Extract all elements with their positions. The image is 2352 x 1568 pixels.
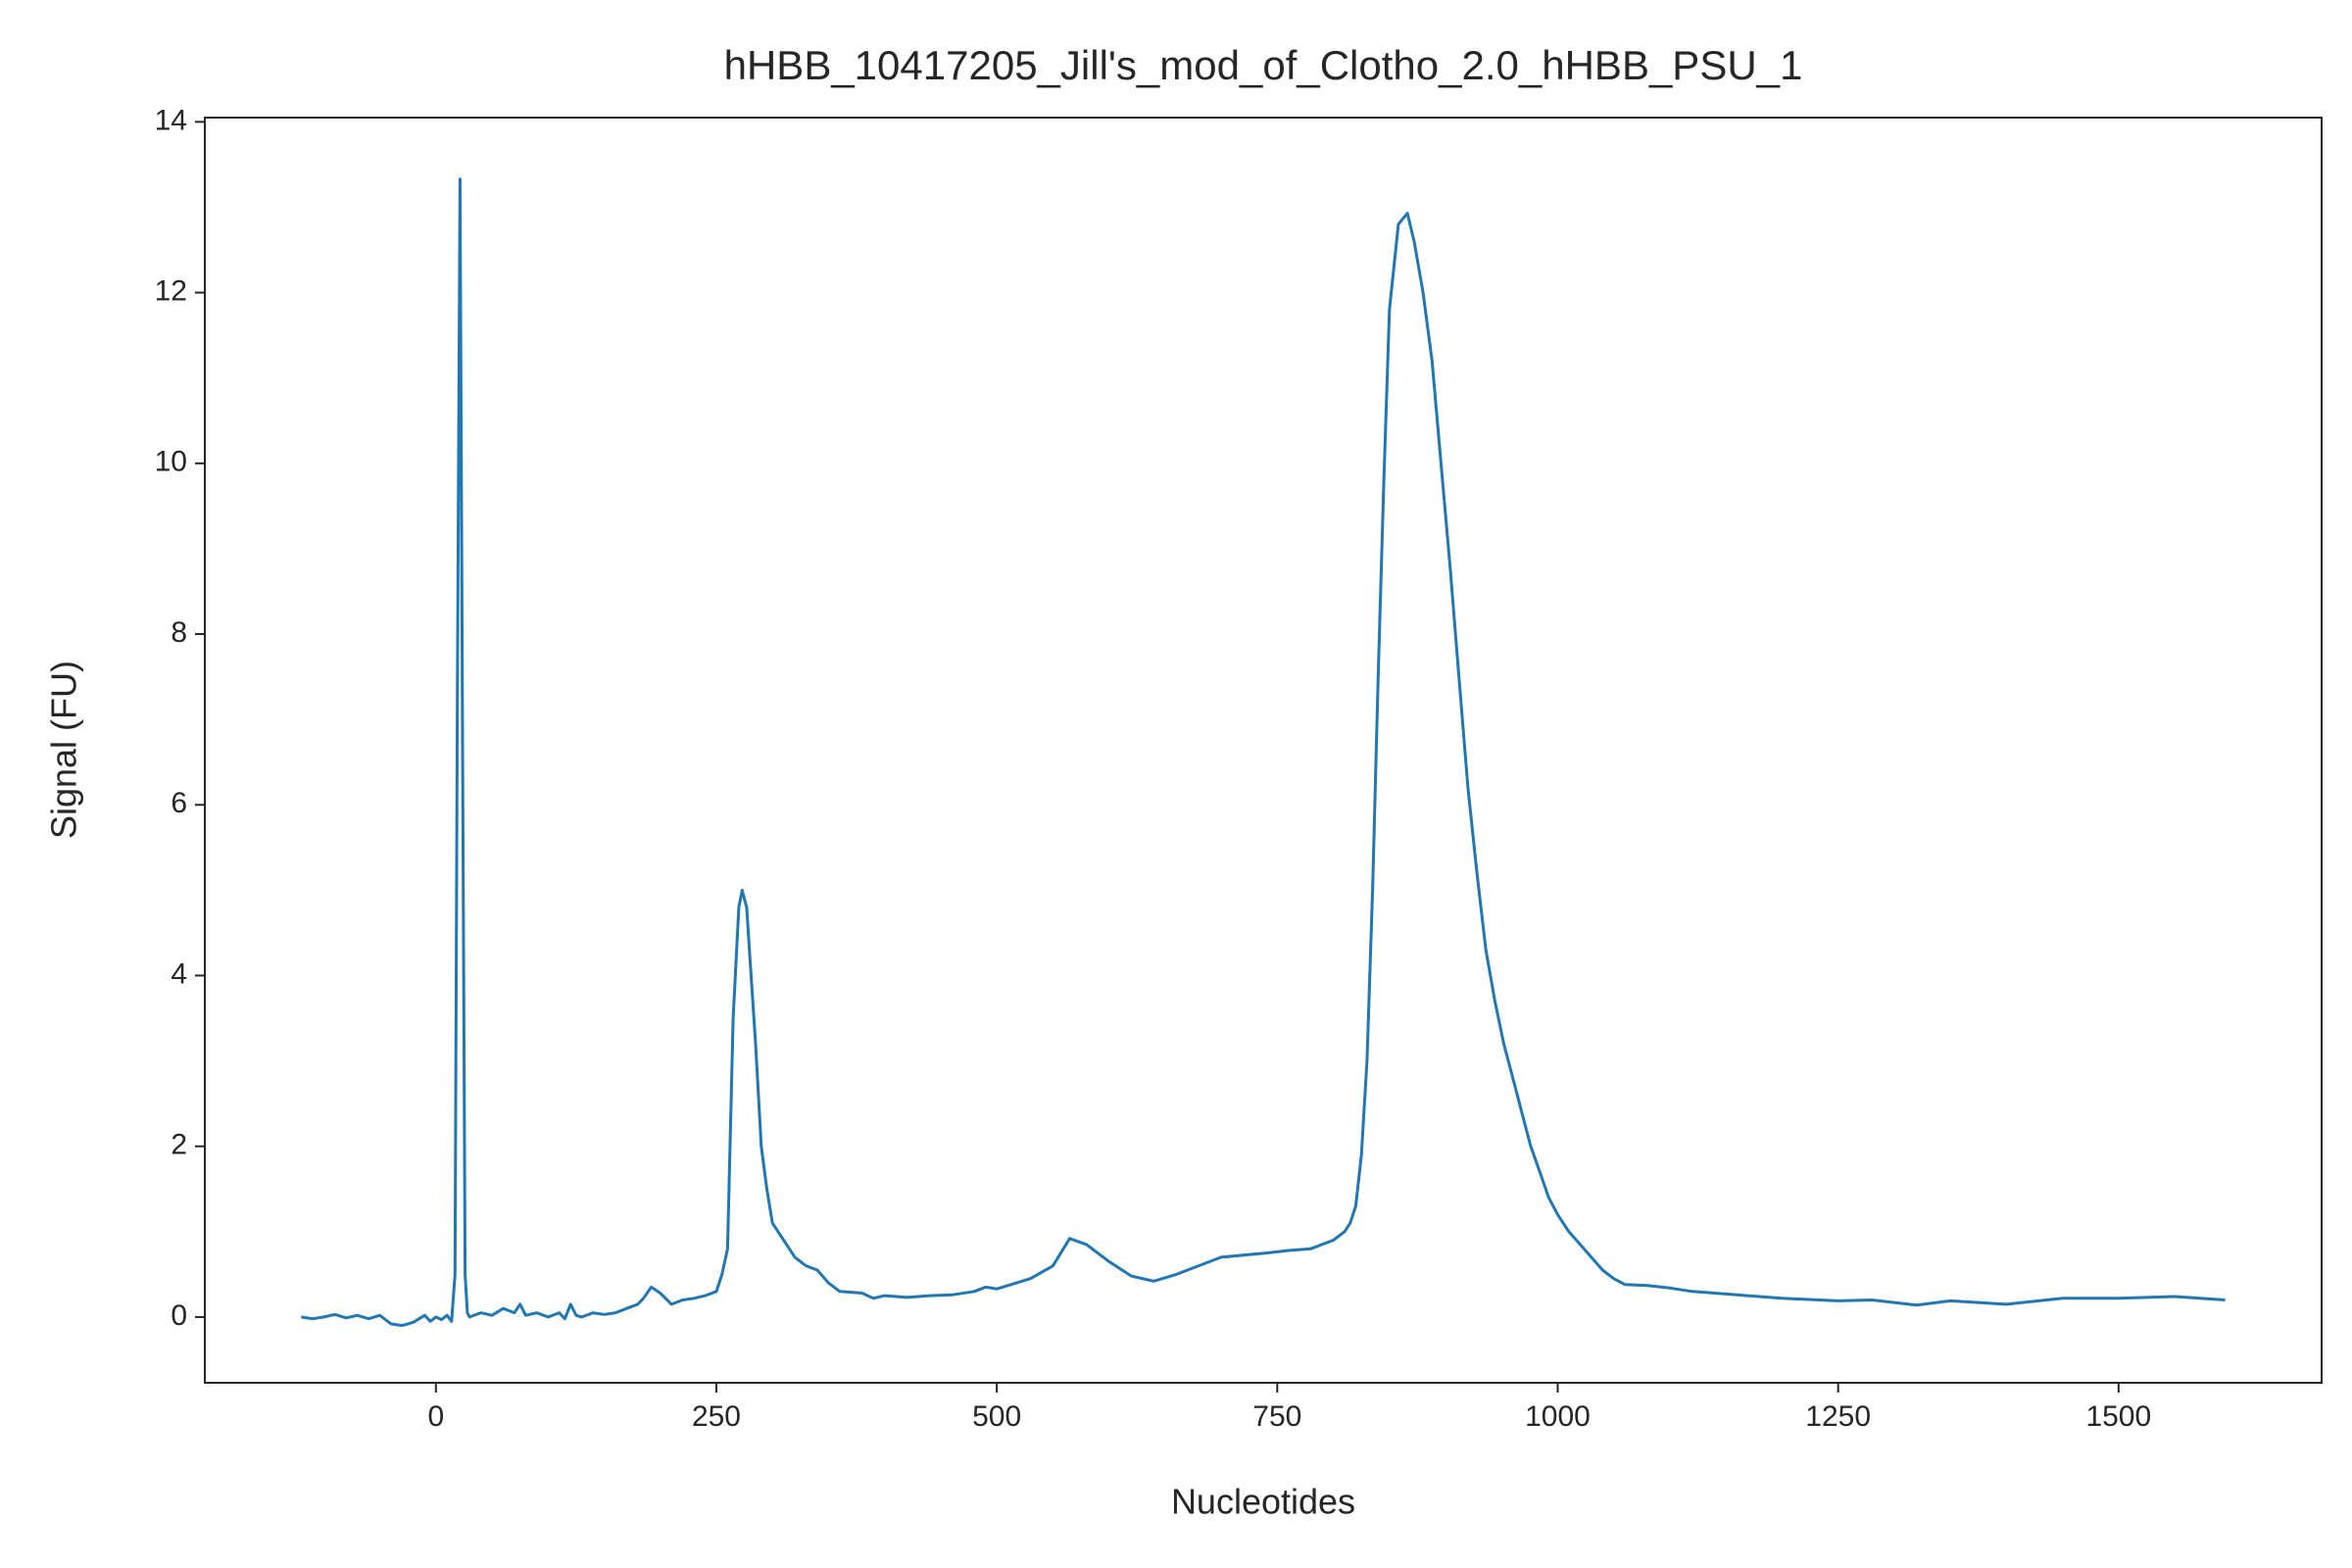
chart-title: hHBB_10417205_Jill's_mod_of_Clotho_2.0_h…	[724, 42, 1803, 88]
x-tick-label: 1500	[2085, 1400, 2151, 1433]
y-tick-label: 12	[155, 275, 187, 308]
x-tick-label: 250	[692, 1400, 741, 1433]
y-tick-label: 2	[171, 1129, 187, 1161]
x-tick-label: 1000	[1525, 1400, 1591, 1433]
y-tick-label: 0	[171, 1299, 187, 1332]
x-tick-label: 1250	[1805, 1400, 1871, 1433]
y-tick-label: 4	[171, 957, 187, 990]
plot-frame	[204, 117, 2323, 1384]
y-tick-label: 6	[171, 787, 187, 819]
x-tick-label: 0	[427, 1400, 444, 1433]
y-tick-label: 8	[171, 616, 187, 649]
y-tick-label: 10	[155, 446, 187, 478]
x-tick-label: 750	[1252, 1400, 1301, 1433]
y-axis-label: Signal (FU)	[44, 661, 84, 839]
signal-line	[301, 177, 2226, 1328]
x-tick-label: 500	[972, 1400, 1021, 1433]
x-axis-label: Nucleotides	[1171, 1482, 1355, 1522]
y-tick-label: 14	[155, 104, 187, 136]
